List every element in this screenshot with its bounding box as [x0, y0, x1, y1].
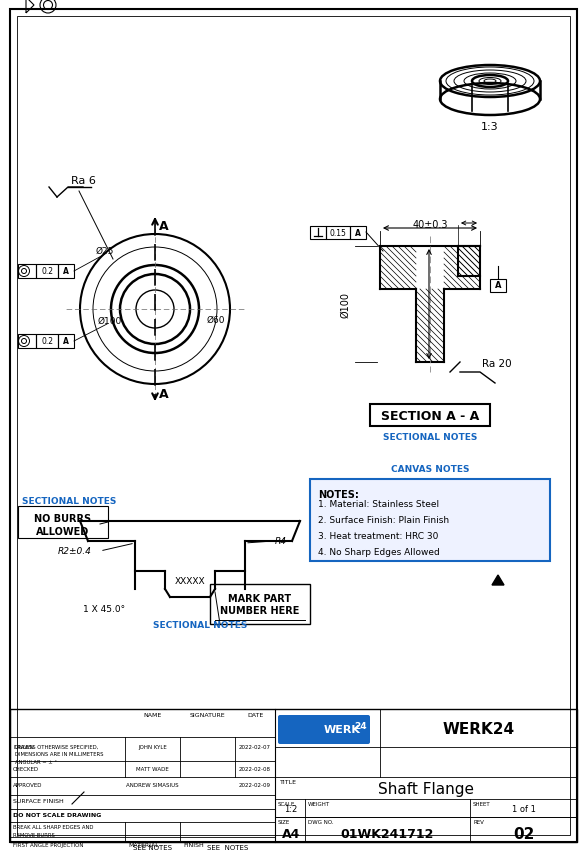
Text: CHECKED: CHECKED: [13, 767, 39, 772]
Polygon shape: [492, 575, 504, 585]
Text: 2. Surface Finish: Plain Finish: 2. Surface Finish: Plain Finish: [318, 515, 449, 524]
Text: 1 X 45.0°: 1 X 45.0°: [83, 605, 125, 613]
Text: 01WK241712: 01WK241712: [341, 827, 434, 841]
Text: 0.2: 0.2: [41, 268, 53, 276]
Text: 0.15: 0.15: [329, 228, 346, 237]
Text: SECTIONAL NOTES: SECTIONAL NOTES: [383, 433, 477, 442]
Text: SECTIONAL NOTES: SECTIONAL NOTES: [22, 497, 116, 506]
Text: DO NOT SCALE DRAWING: DO NOT SCALE DRAWING: [13, 813, 102, 818]
Text: APPROVED: APPROVED: [13, 783, 42, 787]
Text: REV: REV: [473, 819, 484, 824]
Text: FIRST ANGLE PROJECTION: FIRST ANGLE PROJECTION: [13, 843, 83, 848]
Text: SECTIONAL NOTES: SECTIONAL NOTES: [153, 619, 247, 629]
Bar: [310, 480, 550, 561]
Text: SIGNATURE: SIGNATURE: [190, 712, 225, 717]
Text: Ra 6: Ra 6: [71, 176, 96, 186]
Text: BREAK ALL SHARP EDGES AND: BREAK ALL SHARP EDGES AND: [13, 825, 93, 830]
Text: REMOVE BURRS: REMOVE BURRS: [13, 832, 55, 838]
Text: 3. Heat treatment: HRC 30: 3. Heat treatment: HRC 30: [318, 532, 438, 540]
Text: MARK PART: MARK PART: [228, 593, 292, 603]
Text: DIMENSIONS ARE IN MILLIMETERS: DIMENSIONS ARE IN MILLIMETERS: [15, 751, 103, 756]
Text: SHEET: SHEET: [473, 801, 491, 806]
Text: A: A: [63, 268, 69, 276]
Text: SIZE: SIZE: [278, 819, 290, 824]
Text: SCALE: SCALE: [278, 801, 295, 806]
Bar: [490, 279, 506, 292]
Bar: [18, 265, 36, 279]
Text: ALLOWED: ALLOWED: [36, 527, 90, 537]
Text: A: A: [159, 388, 168, 401]
Text: DRAWN: DRAWN: [13, 745, 34, 750]
Text: TITLE: TITLE: [280, 779, 297, 784]
Text: R2±0.4: R2±0.4: [58, 547, 92, 556]
Text: WERK24: WERK24: [443, 722, 515, 737]
Text: 1 of 1: 1 of 1: [511, 804, 535, 814]
Text: NUMBER HERE: NUMBER HERE: [220, 605, 300, 615]
Text: R4: R4: [275, 537, 287, 546]
Bar: [18, 335, 36, 348]
Bar: [36, 265, 58, 279]
Text: Ø60: Ø60: [207, 315, 225, 324]
Text: A: A: [63, 337, 69, 346]
Text: WEIGHT: WEIGHT: [308, 801, 330, 806]
Text: NO BURRS: NO BURRS: [35, 514, 92, 523]
Text: ANDREW SIMASIUS: ANDREW SIMASIUS: [126, 783, 179, 787]
Text: DATE: DATE: [247, 712, 263, 717]
Text: SURFACE FINISH: SURFACE FINISH: [13, 798, 64, 803]
Text: ANGULAR = ± °: ANGULAR = ± °: [15, 759, 57, 764]
Bar: [326, 227, 350, 239]
Text: NOTES:: NOTES:: [318, 489, 359, 499]
Bar: [36, 335, 58, 348]
Text: JOHN KYLE: JOHN KYLE: [138, 745, 167, 750]
Text: SEE NOTES: SEE NOTES: [133, 844, 172, 850]
Text: 4. No Sharp Edges Allowed: 4. No Sharp Edges Allowed: [318, 547, 440, 556]
Text: SEE  NOTES: SEE NOTES: [207, 844, 248, 850]
Text: A: A: [159, 220, 168, 233]
Bar: [210, 584, 310, 625]
Text: NAME: NAME: [143, 712, 161, 717]
Bar: [350, 227, 366, 239]
Text: Ø25: Ø25: [96, 246, 114, 256]
Text: Ø100: Ø100: [98, 316, 122, 325]
Text: SECTION A - A: SECTION A - A: [381, 409, 479, 422]
Text: 1:3: 1:3: [481, 122, 499, 132]
Text: A: A: [495, 281, 501, 291]
Text: MATT WADE: MATT WADE: [136, 767, 169, 772]
Text: 0.2: 0.2: [41, 337, 53, 346]
FancyBboxPatch shape: [278, 715, 370, 744]
Text: A4: A4: [282, 827, 300, 841]
Text: 40±0.3: 40±0.3: [412, 220, 448, 230]
Text: 1. Material: Stainless Steel: 1. Material: Stainless Steel: [318, 499, 439, 509]
Text: FINISH: FINISH: [183, 843, 204, 848]
Text: 02: 02: [513, 826, 534, 842]
Text: Shaft Flange: Shaft Flange: [378, 781, 474, 797]
Text: 2022-02-09: 2022-02-09: [239, 783, 271, 787]
Text: MATERIAL: MATERIAL: [128, 843, 158, 848]
Bar: [10, 709, 577, 842]
Text: XXXXX: XXXXX: [175, 576, 205, 584]
Text: DWG NO.: DWG NO.: [308, 819, 333, 824]
Text: 1:2: 1:2: [284, 804, 298, 814]
Text: Ø100: Ø100: [340, 291, 350, 318]
Text: WERK: WERK: [324, 724, 361, 734]
Bar: [310, 227, 326, 239]
Bar: [58, 265, 74, 279]
Text: 24: 24: [354, 722, 367, 731]
Text: CANVAS NOTES: CANVAS NOTES: [391, 465, 469, 474]
Text: 2022-02-07: 2022-02-07: [239, 745, 271, 750]
Bar: [18, 506, 108, 538]
Bar: [58, 335, 74, 348]
Text: 2022-02-08: 2022-02-08: [239, 767, 271, 772]
Text: UNLESS OTHERWISE SPECIFIED,: UNLESS OTHERWISE SPECIFIED,: [15, 744, 98, 749]
Text: A: A: [355, 228, 361, 237]
Text: Ra 20: Ra 20: [482, 359, 512, 369]
Bar: [370, 405, 490, 427]
